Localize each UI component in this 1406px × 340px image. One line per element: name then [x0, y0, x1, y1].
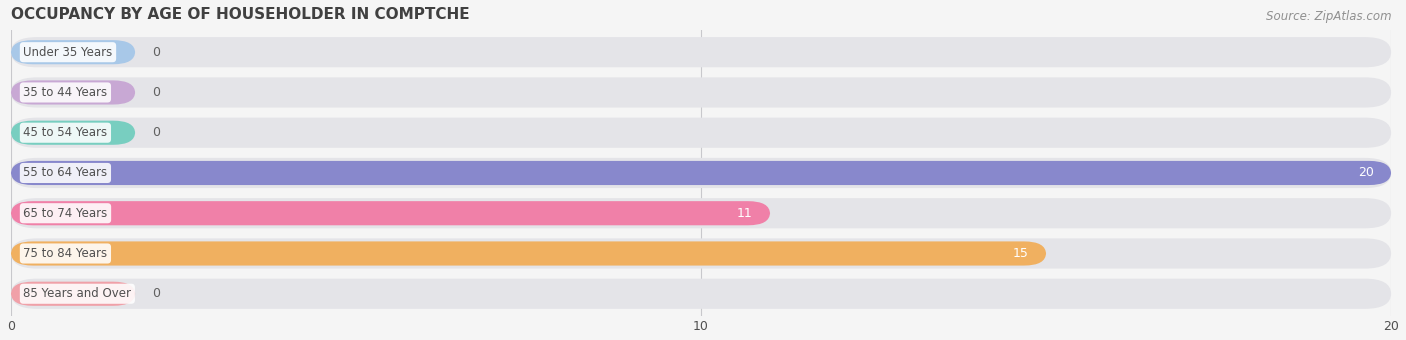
Text: 85 Years and Over: 85 Years and Over [24, 287, 131, 300]
Text: 11: 11 [737, 207, 752, 220]
Text: 45 to 54 Years: 45 to 54 Years [24, 126, 107, 139]
Text: 15: 15 [1012, 247, 1029, 260]
Text: 55 to 64 Years: 55 to 64 Years [24, 167, 107, 180]
FancyBboxPatch shape [11, 238, 1391, 269]
FancyBboxPatch shape [11, 241, 1046, 266]
Text: Under 35 Years: Under 35 Years [24, 46, 112, 59]
Text: 65 to 74 Years: 65 to 74 Years [24, 207, 108, 220]
FancyBboxPatch shape [11, 201, 770, 225]
FancyBboxPatch shape [11, 118, 1391, 148]
Text: OCCUPANCY BY AGE OF HOUSEHOLDER IN COMPTCHE: OCCUPANCY BY AGE OF HOUSEHOLDER IN COMPT… [11, 7, 470, 22]
Text: 0: 0 [152, 287, 160, 300]
FancyBboxPatch shape [11, 121, 135, 145]
FancyBboxPatch shape [11, 37, 1391, 67]
FancyBboxPatch shape [11, 80, 135, 104]
Text: 0: 0 [152, 126, 160, 139]
Text: Source: ZipAtlas.com: Source: ZipAtlas.com [1267, 10, 1392, 23]
FancyBboxPatch shape [11, 161, 1391, 185]
Text: 75 to 84 Years: 75 to 84 Years [24, 247, 107, 260]
Text: 20: 20 [1358, 167, 1374, 180]
FancyBboxPatch shape [11, 282, 135, 306]
FancyBboxPatch shape [11, 158, 1391, 188]
FancyBboxPatch shape [11, 78, 1391, 107]
FancyBboxPatch shape [11, 198, 1391, 228]
Text: 35 to 44 Years: 35 to 44 Years [24, 86, 107, 99]
FancyBboxPatch shape [11, 279, 1391, 309]
FancyBboxPatch shape [11, 40, 135, 64]
Text: 0: 0 [152, 86, 160, 99]
Text: 0: 0 [152, 46, 160, 59]
